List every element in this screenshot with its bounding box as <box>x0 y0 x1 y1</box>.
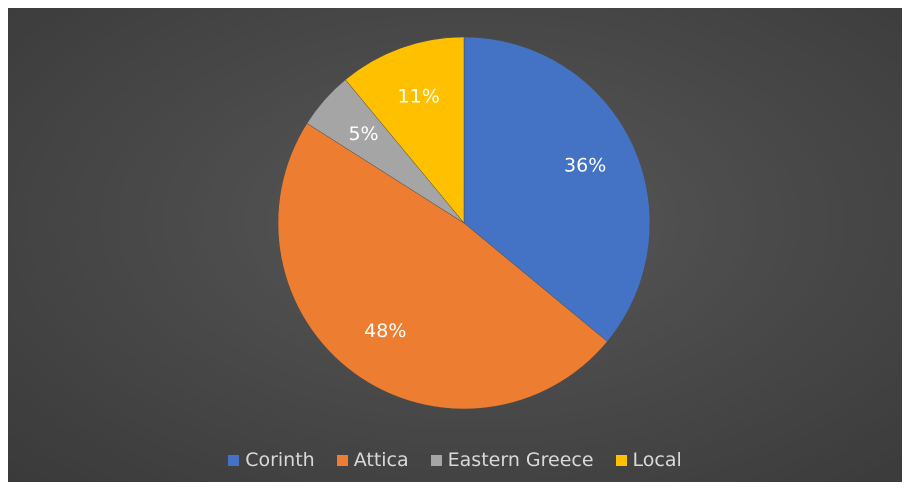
legend-swatch-eastern-greece <box>430 454 442 466</box>
pie-data-labels: 36% 48% 5% 11% <box>348 85 606 341</box>
legend-item-corinth: Corinth <box>228 449 315 471</box>
legend-item-attica: Attica <box>336 449 409 471</box>
legend-item-local: Local <box>615 449 682 471</box>
data-label-eastern-greece: 5% <box>348 123 378 145</box>
legend-label-local: Local <box>632 449 682 471</box>
pie-chart: 36% 48% 5% 11% <box>277 36 651 410</box>
data-label-corinth: 36% <box>564 154 606 176</box>
data-label-attica: 48% <box>364 320 406 342</box>
chart-area: 36% 48% 5% 11% Corinth Attica Eastern Greec… <box>8 8 902 482</box>
legend-label-attica: Attica <box>353 449 409 471</box>
legend-swatch-corinth <box>228 454 240 466</box>
pie-slices <box>277 36 651 410</box>
pie-slice-attica <box>277 122 608 410</box>
pie-slice-local <box>345 36 465 224</box>
legend-label-corinth: Corinth <box>245 449 315 471</box>
legend-label-eastern-greece: Eastern Greece <box>447 449 594 471</box>
legend-swatch-attica <box>336 454 348 466</box>
data-label-local: 11% <box>398 85 440 107</box>
legend-swatch-local <box>615 454 627 466</box>
pie-slice-corinth <box>463 36 651 342</box>
chart-legend: Corinth Attica Eastern Greece Local <box>8 449 902 471</box>
legend-item-eastern-greece: Eastern Greece <box>430 449 594 471</box>
